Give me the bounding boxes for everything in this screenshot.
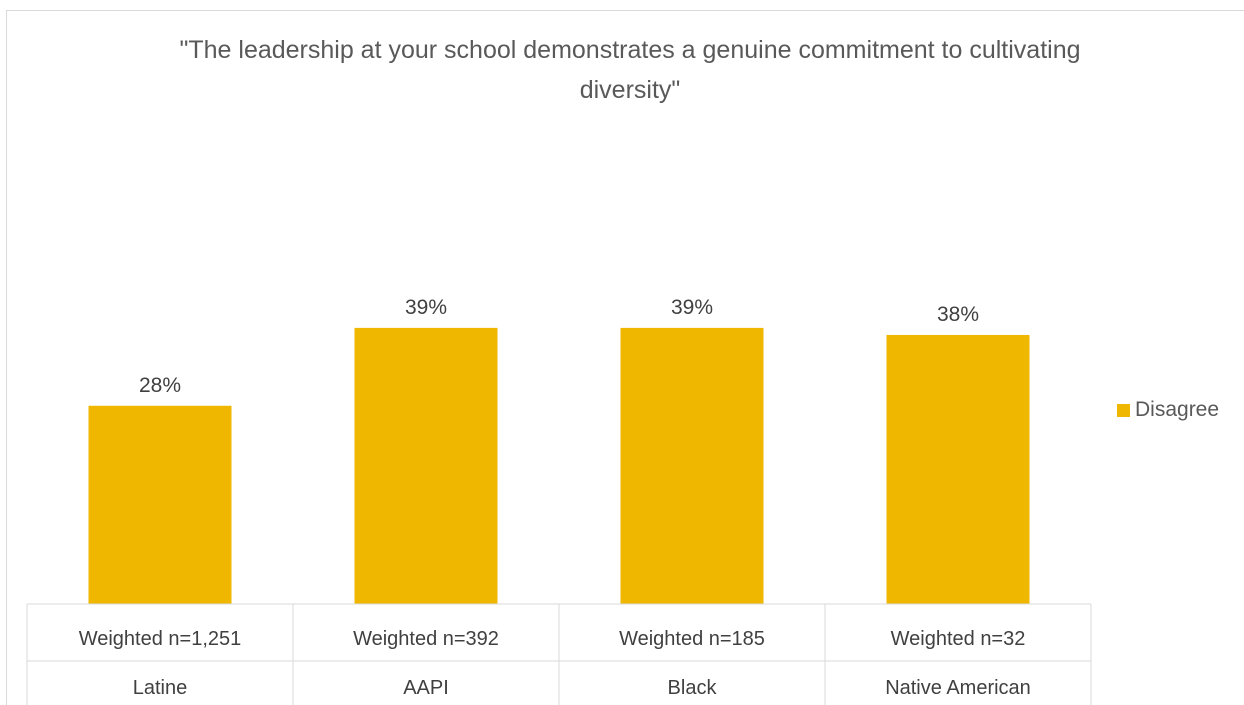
legend: Disagree: [1117, 398, 1219, 422]
category-group-label: Latine: [133, 677, 188, 699]
legend-swatch-disagree: [1117, 403, 1130, 417]
legend-label-disagree: Disagree: [1135, 398, 1220, 421]
category-n-label: Weighted n=392: [353, 628, 499, 650]
data-label: 28%: [139, 374, 181, 397]
category-n-label: Weighted n=32: [891, 628, 1026, 650]
chart-title: "The leadership at your school demonstra…: [179, 36, 1081, 104]
data-label: 38%: [937, 303, 979, 326]
category-n-label: Weighted n=185: [619, 628, 765, 650]
category-group-label: Native American: [885, 677, 1031, 699]
category-n-label: Weighted n=1,251: [79, 628, 242, 650]
chart-area: [6, 10, 1244, 705]
category-group-label: AAPI: [403, 677, 449, 699]
category-group-label: Black: [668, 677, 718, 699]
bar-aapi: [354, 327, 498, 604]
data-label: 39%: [405, 296, 447, 319]
bar-native-american: [886, 334, 1030, 604]
bar-latine: [88, 405, 232, 604]
data-label: 39%: [671, 296, 713, 319]
bar-black: [620, 327, 764, 604]
